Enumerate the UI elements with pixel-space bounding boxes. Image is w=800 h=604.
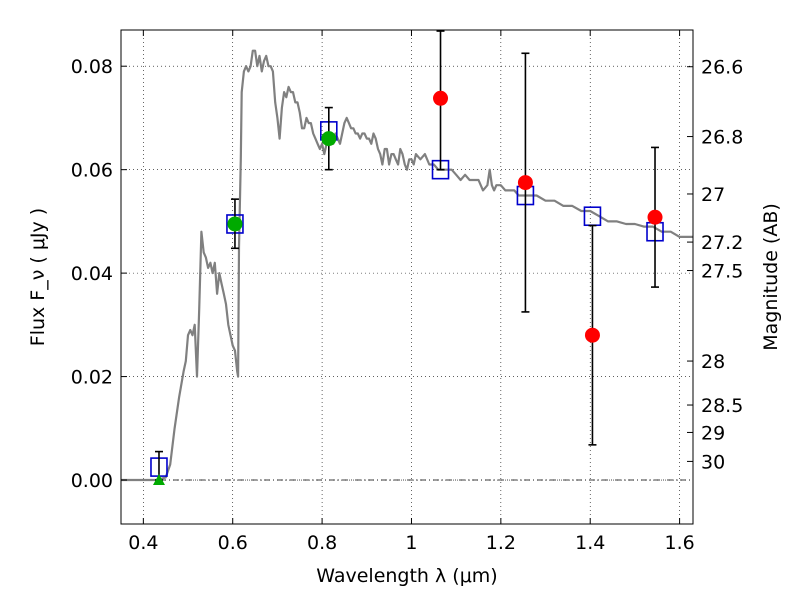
x-tick-label: 1.2: [486, 532, 516, 554]
y2-tick-label: 29: [701, 422, 725, 444]
upper-limit-triangle: [152, 474, 165, 486]
nir-data-point: [433, 90, 449, 106]
x-tick-label: 0.6: [218, 532, 248, 554]
x-tick-label: 1: [405, 532, 417, 554]
y-tick-label: 0.04: [71, 263, 113, 285]
photometry-layer: [150, 30, 664, 486]
y-tick-label: 0.06: [71, 160, 113, 182]
y2-tick-label: 27: [701, 184, 725, 206]
x-tick-label: 1.4: [575, 532, 605, 554]
axis-ticks: 0.4 0.6 0.8 1 1.2 1.4 1.6 0.00 0.02 0.04 0.06 0.08 2…: [71, 30, 743, 554]
x-tick-label: 0.8: [307, 532, 337, 554]
model-spectrum-layer: [121, 49, 693, 482]
y-tick-label: 0.08: [71, 56, 113, 78]
nir-data-point: [584, 327, 600, 343]
y-tick-label: 0.00: [71, 470, 113, 492]
nir-data-point: [647, 209, 663, 225]
y2-tick-label: 27.5: [701, 261, 743, 283]
y2-axis-label: Magnitude (AB): [760, 203, 782, 351]
y-axis-label: Flux F_ν ( μJy ): [27, 208, 49, 346]
y2-tick-label: 27.2: [701, 232, 743, 254]
y-tick-label: 0.02: [71, 367, 113, 389]
y2-tick-label: 26.8: [701, 127, 743, 149]
nir-data-point: [517, 175, 533, 191]
optical-data-point: [227, 216, 243, 232]
optical-data-point: [321, 131, 337, 147]
plot-frame: [120, 29, 694, 525]
y2-tick-label: 30: [701, 451, 725, 473]
y2-tick-label: 28: [701, 351, 725, 373]
x-tick-label: 1.6: [664, 532, 694, 554]
x-tick-label: 0.4: [128, 532, 158, 554]
grid: [121, 30, 693, 524]
plot-area: [121, 30, 693, 524]
y2-tick-label: 28.5: [701, 395, 743, 417]
y2-tick-label: 26.6: [701, 57, 743, 79]
x-axis-label: Wavelength λ (μm): [316, 565, 497, 587]
model-spectrum-line: [121, 49, 693, 482]
